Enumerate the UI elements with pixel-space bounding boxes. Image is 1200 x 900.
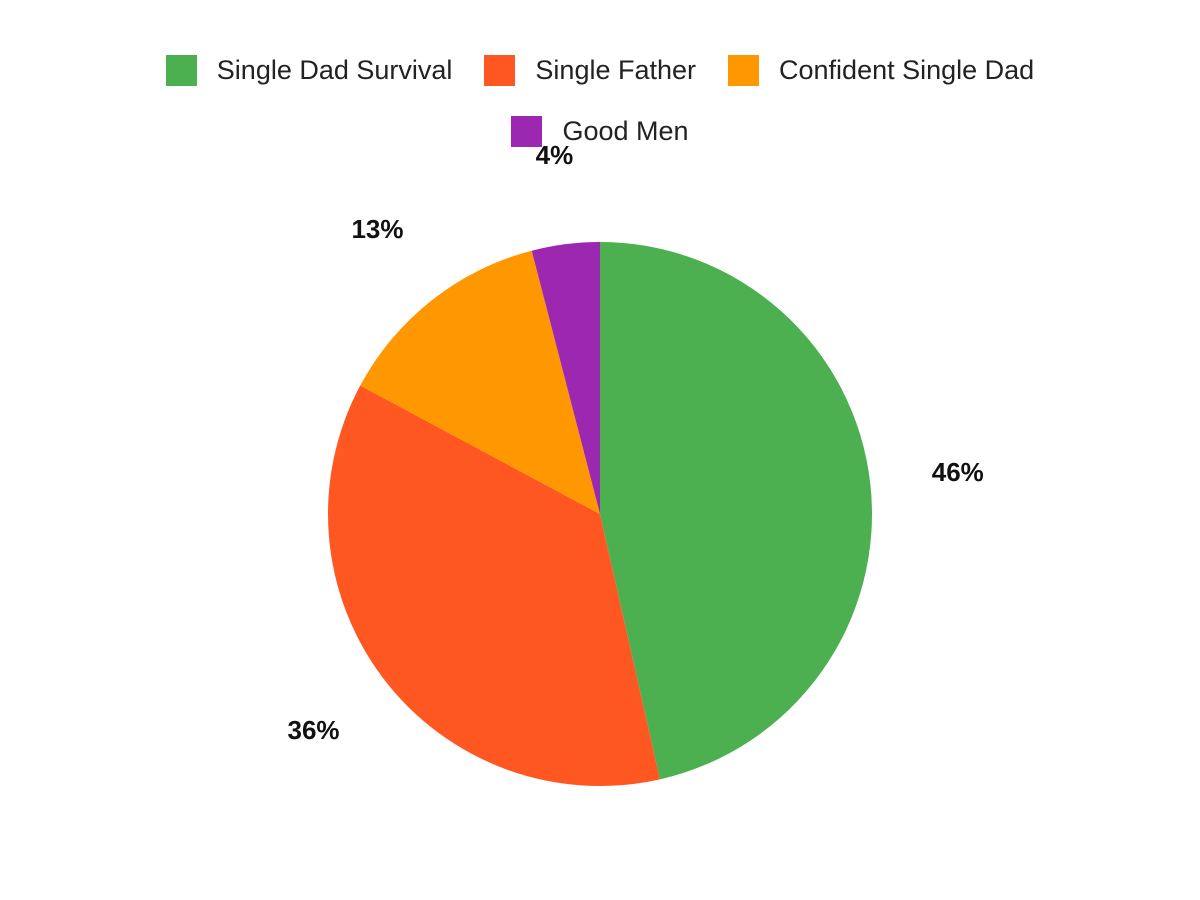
legend-row: Good Men — [0, 116, 1200, 147]
legend-swatch — [484, 55, 516, 86]
legend-swatch — [511, 116, 543, 147]
legend-swatch — [728, 55, 760, 86]
legend-row: Single Dad Survival Single Father Confiden… — [0, 55, 1200, 86]
pie-slice — [600, 242, 872, 780]
legend-swatch — [165, 55, 197, 86]
legend-label: Single Father — [535, 55, 697, 85]
pie-slice — [531, 242, 600, 514]
slice-data-label: 46% — [932, 457, 984, 487]
slice-data-label: 13% — [351, 214, 403, 244]
slice-data-label: 4% — [536, 140, 574, 170]
legend-label: Confident Single Dad — [779, 55, 1035, 85]
legend-label: Good Men — [562, 116, 689, 146]
pie-slice — [328, 385, 660, 786]
pie-slice — [360, 250, 600, 514]
legend: Single Dad Survival Single Father Confiden… — [0, 55, 1200, 147]
legend-item: Single Dad Survival — [165, 55, 453, 86]
legend-item: Good Men — [511, 116, 689, 147]
legend-item: Confident Single Dad — [728, 55, 1034, 86]
legend-item: Single Father — [484, 55, 696, 86]
legend-label: Single Dad Survival — [216, 55, 453, 85]
slice-data-label: 36% — [288, 715, 340, 745]
